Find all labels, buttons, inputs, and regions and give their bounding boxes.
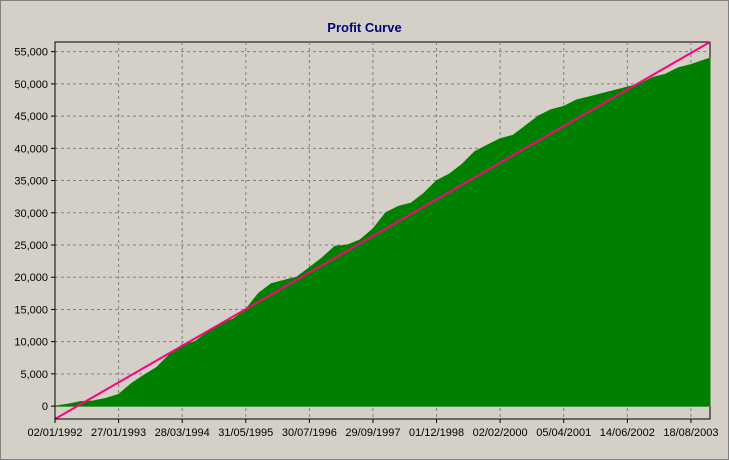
y-tick-label: 0: [42, 401, 48, 413]
y-tick-label: 25,000: [14, 240, 48, 252]
y-tick-label: 50,000: [14, 79, 48, 91]
y-tick-label: 5,000: [20, 369, 48, 381]
y-tick-label: 45,000: [14, 111, 48, 123]
chart-title: Profit Curve: [327, 20, 402, 35]
x-tick-label: 18/08/2003: [663, 427, 718, 439]
y-tick-label: 20,000: [14, 272, 48, 284]
profit-area: [54, 57, 711, 407]
x-tick-label: 29/09/1997: [345, 427, 400, 439]
x-tick-label: 31/05/1995: [218, 427, 273, 439]
x-tick-label: 30/07/1996: [282, 427, 337, 439]
series-layer: [54, 57, 711, 407]
x-tick-label: 27/01/1993: [91, 427, 146, 439]
y-tick-label: 10,000: [14, 337, 48, 349]
x-tick-label: 02/01/1992: [27, 427, 82, 439]
y-tick-label: 55,000: [14, 47, 48, 59]
y-tick-label: 40,000: [14, 143, 48, 155]
x-tick-label: 05/04/2001: [536, 427, 591, 439]
axis-layer: 0 5,000 10,000 15,000 20,000 25,000 30,000 35,0…: [14, 42, 718, 439]
x-tick-label: 02/02/2000: [473, 427, 528, 439]
x-tick-label: 28/03/1994: [155, 427, 210, 439]
y-tick-label: 35,000: [14, 176, 48, 188]
x-tick-label: 14/06/2002: [600, 427, 655, 439]
x-tick-label: 01/12/1998: [409, 427, 464, 439]
y-tick-label: 30,000: [14, 208, 48, 220]
trend-line: [54, 41, 711, 420]
trendline-layer: [54, 41, 711, 420]
y-tick-label: 15,000: [14, 304, 48, 316]
